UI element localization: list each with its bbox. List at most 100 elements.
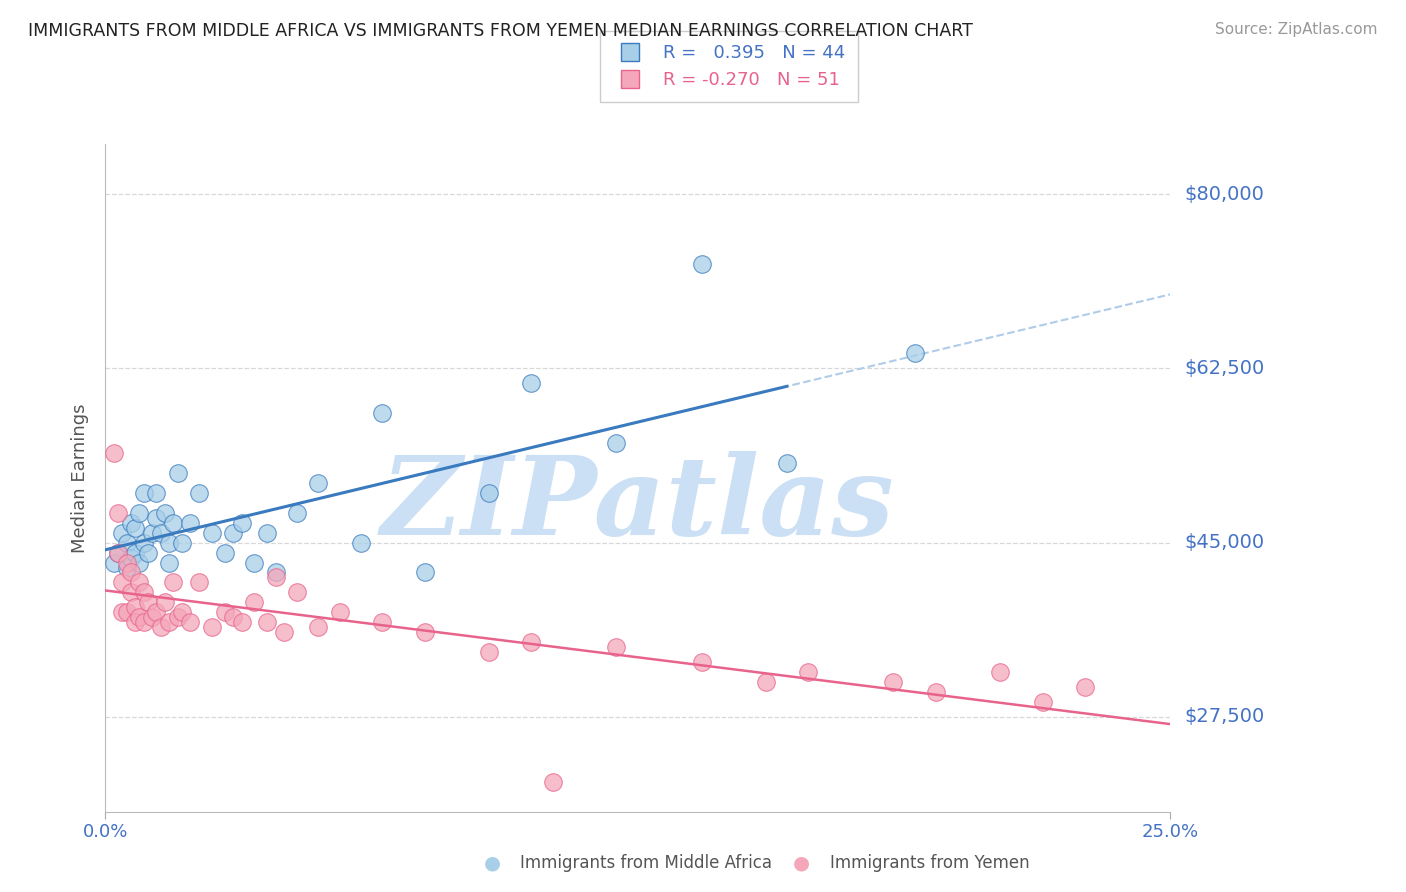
Point [478, 645, 501, 659]
Point [157, 556, 180, 570]
Point [478, 485, 501, 500]
Point [128, 610, 150, 624]
Point [115, 560, 138, 574]
Point [285, 585, 308, 599]
Text: $45,000: $45,000 [1184, 533, 1264, 552]
Point [350, 535, 373, 549]
Point [124, 521, 146, 535]
Point [145, 485, 167, 500]
Point [214, 605, 236, 619]
Point [149, 620, 172, 634]
Point [128, 575, 150, 590]
Point [111, 575, 134, 590]
Text: $27,500: $27,500 [1184, 707, 1264, 726]
Text: Immigrants from Middle Africa: Immigrants from Middle Africa [520, 855, 772, 872]
Point [141, 610, 163, 624]
Text: ZIPatlas: ZIPatlas [381, 450, 894, 558]
Point [120, 566, 142, 580]
Point [120, 550, 142, 565]
Point [124, 545, 146, 559]
Text: $62,500: $62,500 [1184, 359, 1264, 378]
Point [111, 525, 134, 540]
Point [231, 615, 253, 630]
Point [988, 665, 1011, 679]
Point [187, 485, 209, 500]
Point [371, 406, 394, 420]
Point [157, 615, 180, 630]
Point [541, 774, 564, 789]
Point [243, 556, 266, 570]
Point [413, 625, 436, 640]
Point [120, 585, 142, 599]
Point [149, 525, 172, 540]
Point [1031, 695, 1053, 709]
Point [162, 575, 184, 590]
Point [690, 257, 713, 271]
Point [179, 516, 201, 530]
Point [520, 635, 543, 649]
Text: ●: ● [484, 854, 501, 872]
Point [222, 610, 245, 624]
Point [605, 436, 627, 450]
Text: ●: ● [793, 854, 810, 872]
Point [264, 566, 287, 580]
Legend: R =   0.395   N = 44, R = -0.270   N = 51: R = 0.395 N = 44, R = -0.270 N = 51 [599, 31, 858, 102]
Point [136, 595, 159, 609]
Point [136, 545, 159, 559]
Point [256, 615, 278, 630]
Point [222, 525, 245, 540]
Point [256, 525, 278, 540]
Point [111, 605, 134, 619]
Point [307, 475, 329, 490]
Point [128, 506, 150, 520]
Point [115, 535, 138, 549]
Point [107, 545, 129, 559]
Point [115, 556, 138, 570]
Point [264, 570, 287, 584]
Point [166, 466, 188, 480]
Point [776, 456, 799, 470]
Point [231, 516, 253, 530]
Point [166, 610, 188, 624]
Text: $80,000: $80,000 [1184, 185, 1264, 203]
Point [103, 446, 125, 460]
Point [103, 556, 125, 570]
Point [128, 556, 150, 570]
Point [273, 625, 295, 640]
Y-axis label: Median Earnings: Median Earnings [72, 403, 89, 553]
Point [132, 585, 155, 599]
Point [690, 655, 713, 669]
Point [201, 525, 224, 540]
Point [187, 575, 209, 590]
Point [882, 675, 904, 690]
Point [371, 615, 394, 630]
Text: Immigrants from Yemen: Immigrants from Yemen [830, 855, 1029, 872]
Point [201, 620, 224, 634]
Point [141, 525, 163, 540]
Point [214, 545, 236, 559]
Point [605, 640, 627, 655]
Point [120, 516, 142, 530]
Point [153, 506, 176, 520]
Point [170, 605, 193, 619]
Point [115, 605, 138, 619]
Point [107, 506, 129, 520]
Point [1074, 680, 1097, 694]
Point [925, 685, 948, 699]
Point [107, 545, 129, 559]
Point [153, 595, 176, 609]
Text: IMMIGRANTS FROM MIDDLE AFRICA VS IMMIGRANTS FROM YEMEN MEDIAN EARNINGS CORRELATI: IMMIGRANTS FROM MIDDLE AFRICA VS IMMIGRA… [28, 22, 973, 40]
Point [170, 535, 193, 549]
Point [243, 595, 266, 609]
Point [162, 516, 184, 530]
Point [797, 665, 820, 679]
Point [132, 615, 155, 630]
Point [179, 615, 201, 630]
Point [755, 675, 778, 690]
Text: Source: ZipAtlas.com: Source: ZipAtlas.com [1215, 22, 1378, 37]
Point [904, 346, 927, 360]
Point [132, 485, 155, 500]
Point [157, 535, 180, 549]
Point [124, 600, 146, 615]
Point [145, 605, 167, 619]
